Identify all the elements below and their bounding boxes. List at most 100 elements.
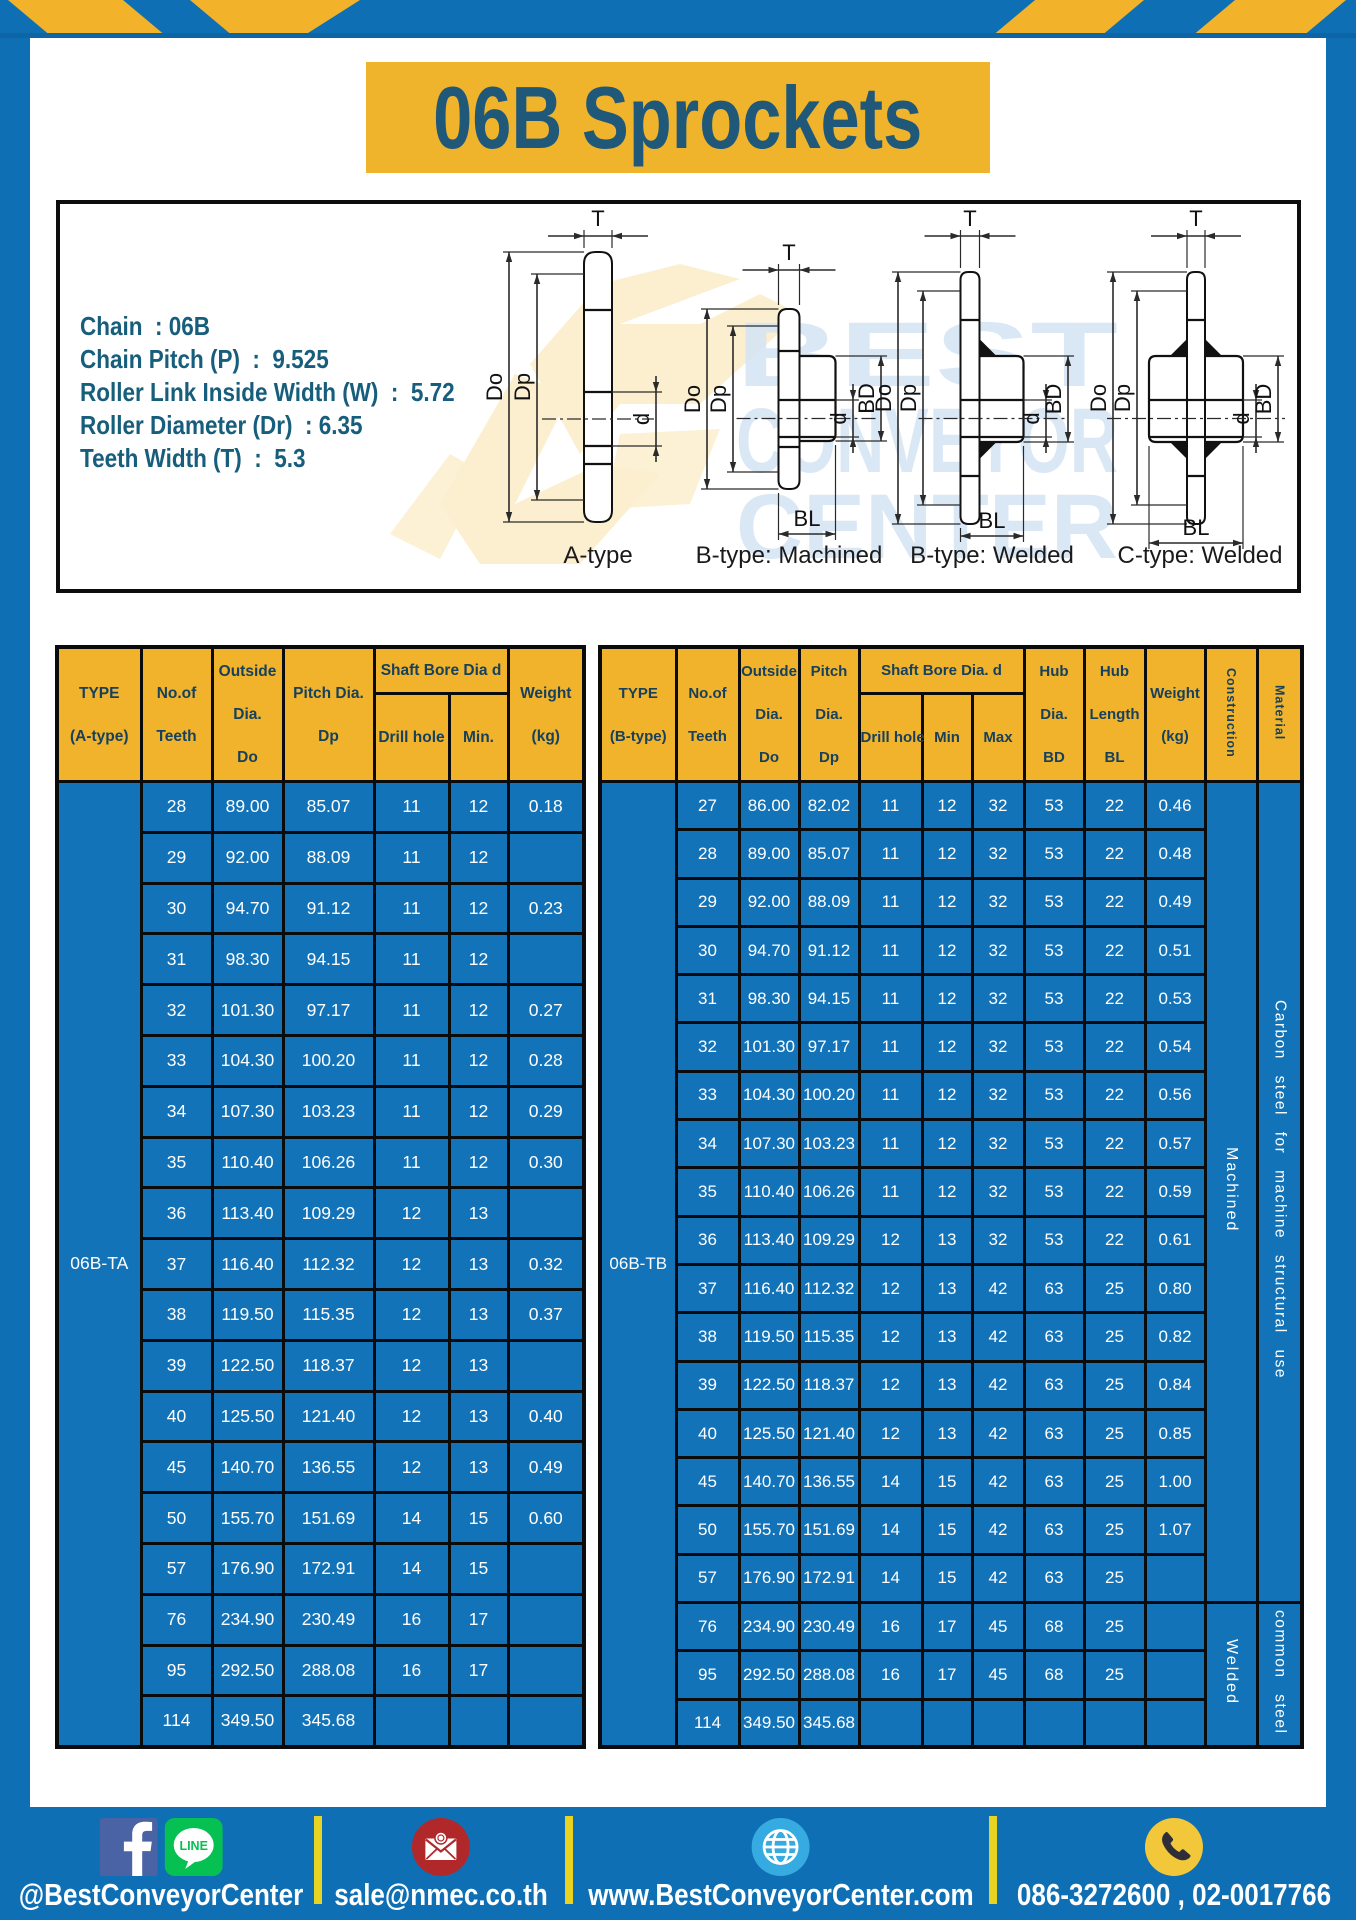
- data-cell: 42: [970, 1262, 1026, 1315]
- drawing-shape: [1274, 432, 1282, 442]
- table-row: 29 92.00 88.09 11 12: [57, 830, 586, 885]
- data-cell: 113.40: [737, 1214, 801, 1266]
- data-cell: 31: [139, 932, 214, 987]
- header-drill-hole: Drill hole: [857, 692, 925, 783]
- footer-social-label[interactable]: @BestConveyorCenter: [0, 1877, 330, 1913]
- table-row: 30 94.70 91.12 11 12 32 53 22 0.51: [600, 924, 1302, 977]
- phone-icon[interactable]: [1145, 1818, 1203, 1876]
- footer-phone-group: 086-3272600 , 02-0017766: [987, 1818, 1356, 1913]
- data-cell: 37: [674, 1262, 741, 1315]
- data-cell: 91.12: [281, 881, 376, 936]
- line-icon[interactable]: LINE: [164, 1818, 223, 1876]
- data-cell: 0.40: [506, 1389, 586, 1444]
- dim-label: T: [782, 240, 795, 265]
- data-cell: 86.00: [737, 779, 801, 832]
- dim-label: Do: [680, 385, 705, 413]
- data-cell: 12: [372, 1389, 451, 1444]
- table-row: 06B-TB 27 86.00 82.02 11 12 32 53 22 0.46 Machined…: [598, 779, 1304, 1749]
- construction-cell-text: Welded: [1223, 1639, 1241, 1706]
- data-cell: 13: [920, 1311, 974, 1363]
- drawing-shape: [390, 454, 485, 559]
- data-cell: 12: [857, 1359, 924, 1411]
- dim-label: BD: [1041, 384, 1066, 415]
- sprocket-table-a: TYPE (A-type) No.of Teeth Outside Dia. Do Pitch…: [55, 645, 587, 1749]
- data-cell: 95: [674, 1649, 741, 1701]
- data-cell: 155.70: [737, 1504, 801, 1556]
- data-cell: 0.60: [506, 1491, 586, 1545]
- data-cell: 97.17: [797, 1021, 861, 1073]
- drawing-shape: [1042, 390, 1050, 400]
- data-cell: 32: [674, 1021, 741, 1073]
- header-line: Do: [759, 749, 779, 766]
- data-cell: 0.32: [506, 1237, 586, 1291]
- drawing-shape: [894, 514, 902, 524]
- data-cell: 103.23: [797, 1118, 861, 1170]
- data-cell: 11: [372, 983, 451, 1037]
- data-cell: 30: [139, 881, 214, 936]
- drawing-shape: [1186, 271, 1206, 525]
- footer-phone[interactable]: 086-3272600 , 02-0017766: [987, 1877, 1356, 1913]
- data-cell: 0.61: [1143, 1214, 1207, 1266]
- data-cell: 45: [674, 1456, 741, 1508]
- data-cell: 63: [1022, 1359, 1086, 1411]
- data-cell: 230.49: [797, 1601, 861, 1653]
- data-cell: 106.26: [797, 1166, 861, 1218]
- data-cell: 345.68: [281, 1694, 376, 1749]
- header-line: TYPE: [79, 684, 120, 702]
- data-cell: 345.68: [797, 1697, 861, 1749]
- drawing-shape: [778, 530, 789, 538]
- data-cell: 89.00: [210, 780, 285, 834]
- table-row: 39 122.50 118.37 12 13 42 63 25 0.84: [600, 1359, 1302, 1411]
- data-cell: 42: [970, 1456, 1026, 1508]
- facebook-icon[interactable]: [99, 1818, 158, 1876]
- data-cell: 11: [372, 1135, 451, 1190]
- drawing-shape: [799, 266, 810, 274]
- data-cell: 40: [139, 1389, 214, 1444]
- table-row: 32 101.30 97.17 11 12 32 53 22 0.54: [600, 1021, 1302, 1073]
- table-row: 95 292.50 288.08 16 17: [57, 1643, 586, 1698]
- header-line: Min: [934, 729, 960, 746]
- data-cell: 107.30: [737, 1118, 801, 1170]
- data-cell: 68: [1022, 1601, 1086, 1653]
- header-line: Construction: [1224, 667, 1239, 758]
- drawing-shape: [605, 429, 720, 509]
- data-cell: 0.49: [1143, 876, 1207, 928]
- data-cell: 38: [674, 1311, 741, 1363]
- data-cell: 12: [920, 779, 974, 832]
- data-cell: [1143, 1552, 1207, 1605]
- data-cell: 12: [857, 1262, 924, 1315]
- type-cell: 06B-TA: [55, 779, 143, 1749]
- dim-label: T: [591, 206, 604, 231]
- data-cell: 29: [674, 876, 741, 928]
- data-cell: 53: [1022, 1118, 1086, 1170]
- dim-label: Dp: [706, 385, 731, 413]
- footer-email-text: sale@nmec.co.th: [334, 1877, 548, 1912]
- table-row: 76 234.90 230.49 16 17: [57, 1592, 586, 1647]
- data-cell: 100.20: [797, 1069, 861, 1122]
- data-cell: 91.12: [797, 924, 861, 977]
- table-row: 28 89.00 85.07 11 12 32 53 22 0.48: [600, 828, 1302, 880]
- data-cell: 40: [674, 1407, 741, 1460]
- data-cell: 25: [1082, 1504, 1147, 1556]
- table-row: 76 234.90 230.49 16 17 45 68 25 Welded common ste…: [600, 1601, 1304, 1749]
- data-cell: 17: [920, 1649, 974, 1701]
- mail-icon[interactable]: [412, 1818, 470, 1876]
- footer-email[interactable]: sale@nmec.co.th: [314, 1877, 568, 1913]
- drawing-shape: [877, 431, 885, 441]
- drawing-shape: [652, 382, 660, 392]
- header-line: Dp: [819, 749, 839, 766]
- header-type: TYPE (A-type): [55, 645, 143, 783]
- data-cell: 45: [970, 1601, 1026, 1653]
- header-outside-dia: Outside Dia. Do: [737, 645, 801, 783]
- data-cell: 25: [1082, 1262, 1147, 1315]
- dim-label: Dp: [510, 373, 535, 401]
- data-cell: 17: [447, 1643, 510, 1698]
- header-line: (kg): [1161, 727, 1189, 745]
- header-line: Min.: [463, 729, 494, 746]
- globe-icon[interactable]: [752, 1818, 810, 1876]
- dim-label: d: [1019, 412, 1044, 424]
- data-cell: 32: [970, 1021, 1026, 1073]
- footer-website[interactable]: www.BestConveyorCenter.com: [552, 1877, 1011, 1913]
- type-cell: 06B-TB: [598, 780, 678, 1749]
- table-row: 40 125.50 121.40 12 13 42 63 25 0.85: [600, 1407, 1302, 1460]
